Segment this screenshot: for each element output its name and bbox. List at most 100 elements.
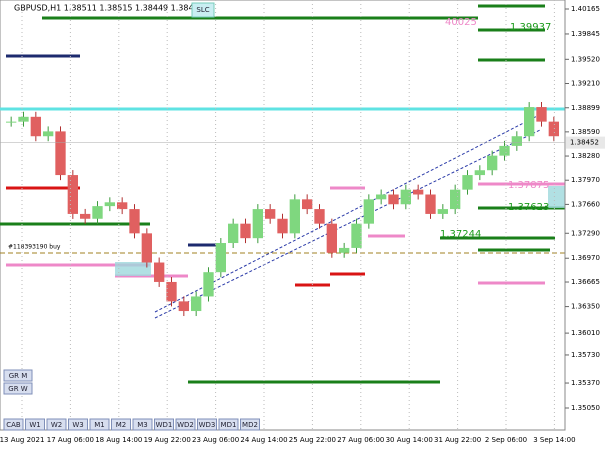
candle [166, 281, 177, 302]
level-label: 1.37875 [508, 180, 549, 191]
bottom-button-label: MD2 [242, 421, 258, 429]
channel-line [154, 129, 541, 319]
bottom-button-label: W2 [51, 421, 62, 429]
bottom-button[interactable] [197, 418, 217, 431]
time-label: 13 Aug 2021 [0, 436, 44, 444]
level-label: 1.37244 [440, 229, 481, 240]
channel-line [154, 111, 546, 313]
candle [487, 155, 498, 171]
candle [178, 301, 189, 312]
side-button[interactable] [3, 369, 33, 382]
trade-label: #118393190 buy [8, 244, 61, 251]
time-label: 30 Aug 14:00 [386, 436, 433, 444]
candle [474, 170, 485, 176]
price-label: 1.36970 [571, 254, 600, 262]
bottom-button-label: WD3 [199, 421, 216, 429]
candle [55, 131, 66, 176]
price-label: 1.35050 [571, 404, 600, 412]
bottom-button-label: WD2 [177, 421, 194, 429]
candle [252, 209, 263, 239]
candle [43, 131, 54, 137]
candle [400, 189, 411, 205]
time-label: 25 Aug 22:00 [289, 436, 336, 444]
price-label: 1.40165 [571, 5, 600, 13]
bottom-button[interactable] [46, 418, 67, 431]
price-axis [565, 0, 605, 430]
time-label: 19 Aug 22:00 [144, 436, 191, 444]
candle [129, 209, 140, 234]
time-label: 2 Sep 06:00 [485, 436, 527, 444]
time-label: 27 Aug 06:00 [337, 436, 384, 444]
side-button-label: GR M [9, 372, 28, 380]
candle [191, 296, 202, 312]
price-label: 1.37290 [571, 229, 600, 237]
candle [277, 218, 288, 234]
candle [314, 209, 325, 224]
candle [548, 121, 559, 137]
bottom-button[interactable] [111, 418, 131, 431]
candle [289, 199, 300, 234]
slc-button[interactable] [191, 2, 215, 18]
bottom-button[interactable] [68, 418, 88, 431]
slc-label: SLC [196, 6, 209, 14]
candle [462, 175, 473, 190]
price-label: 1.39845 [571, 30, 600, 38]
bottom-button[interactable] [154, 418, 174, 431]
candle [536, 107, 547, 122]
price-label: 1.36010 [571, 329, 600, 337]
candle [117, 202, 128, 210]
bottom-button[interactable] [175, 418, 196, 431]
price-label: 1.38590 [571, 128, 600, 136]
price-label: 1.35370 [571, 379, 600, 387]
price-label: 1.37970 [571, 176, 600, 184]
bottom-button-label: M2 [116, 421, 127, 429]
side-button[interactable] [3, 382, 33, 395]
header: GBPUSD,H1 1.38511 1.38515 1.38449 1.3845… [14, 4, 204, 13]
candle [524, 107, 535, 137]
candle [67, 175, 78, 214]
zone [115, 262, 151, 276]
candle [376, 194, 387, 200]
bottom-button-label: W1 [29, 421, 40, 429]
candle [80, 213, 91, 219]
candle [450, 189, 461, 210]
candle [351, 223, 362, 248]
price-label: 1.39520 [571, 55, 600, 63]
levels [0, 4, 565, 384]
current-price-label: 1.38452 [570, 139, 599, 147]
candle [326, 223, 337, 253]
bottom-button[interactable] [3, 418, 24, 431]
bottom-button[interactable] [25, 418, 45, 431]
candle [511, 136, 522, 146]
bottom-button[interactable] [240, 418, 260, 431]
bottom-button-label: CAB [6, 421, 21, 429]
time-label: 18 Aug 14:00 [95, 436, 142, 444]
bottom-button[interactable] [132, 418, 153, 431]
candle [302, 199, 313, 210]
candle [92, 206, 103, 219]
candle [203, 272, 214, 297]
candle [413, 189, 424, 195]
time-label: 17 Aug 06:00 [47, 436, 94, 444]
current-price-box [566, 136, 605, 149]
price-label: 1.38899 [571, 104, 600, 112]
candle [6, 121, 17, 123]
bottom-button[interactable] [218, 418, 239, 431]
candle [425, 194, 436, 214]
price-label: 1.35730 [571, 351, 600, 359]
bottom-button[interactable] [89, 418, 110, 431]
price-label: 1.39210 [571, 79, 600, 87]
candle [228, 223, 239, 244]
candle [141, 233, 152, 263]
price-label: 1.36350 [571, 303, 600, 311]
candle [104, 202, 115, 207]
level-label: 1.37623 [508, 202, 549, 213]
time-label: 24 Aug 14:00 [240, 436, 287, 444]
level-label: 1.39937 [510, 22, 551, 33]
price-label: 1.36665 [571, 278, 600, 286]
side-button-label: GR W [8, 385, 28, 393]
time-label: 3 Sep 14:00 [533, 436, 575, 444]
candle [437, 209, 448, 214]
bottom-button-label: W3 [72, 421, 83, 429]
